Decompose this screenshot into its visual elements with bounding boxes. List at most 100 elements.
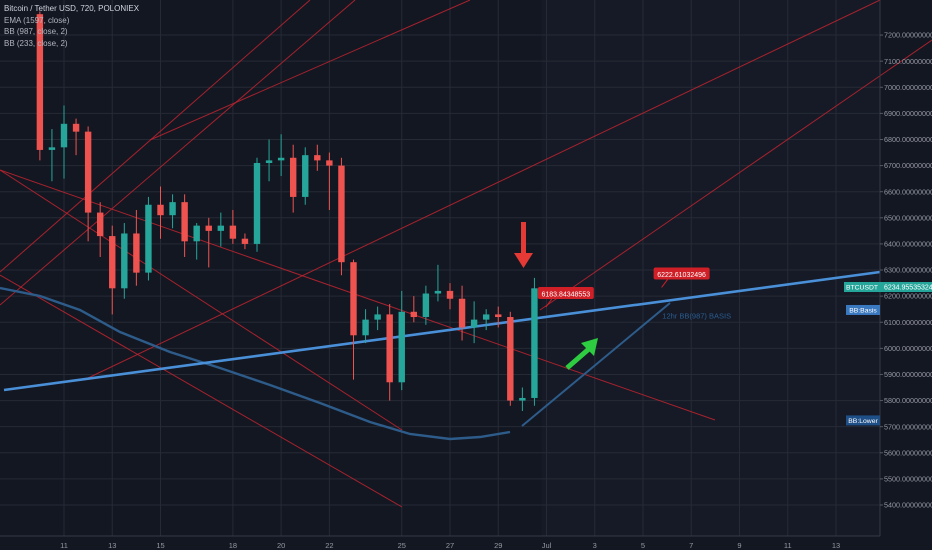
candle-body bbox=[72, 123, 80, 132]
candle-body bbox=[145, 204, 152, 273]
candle bbox=[133, 209, 140, 286]
candle-body bbox=[265, 160, 273, 163]
candle-body bbox=[434, 290, 442, 294]
symbol-title: Bitcoin / Tether USD, 720, POLONIEX bbox=[4, 4, 140, 13]
future-region bbox=[541, 0, 880, 536]
candle bbox=[241, 233, 249, 250]
price-tick-label: 7100.00000000 bbox=[884, 57, 932, 66]
candle-body bbox=[314, 155, 321, 161]
candle-body bbox=[507, 317, 514, 401]
candle bbox=[217, 212, 225, 247]
time-tick-label: 25 bbox=[398, 541, 406, 550]
green-up-arrow bbox=[565, 338, 598, 370]
price-callout-pointer bbox=[661, 279, 668, 288]
price-callout-text: 6183.84348553 bbox=[541, 291, 590, 298]
trend-channel-line bbox=[149, 0, 471, 141]
price-tick-label: 5600.00000000 bbox=[884, 448, 932, 457]
candle-body bbox=[60, 123, 68, 148]
candle bbox=[458, 285, 466, 341]
candle-body bbox=[374, 314, 381, 320]
candle bbox=[277, 134, 285, 177]
candle bbox=[519, 387, 526, 412]
price-tick-label: 6500.00000000 bbox=[884, 213, 932, 222]
red-arrow-shaft bbox=[521, 222, 526, 254]
candle bbox=[84, 126, 92, 242]
trend-channel-line bbox=[539, 39, 932, 311]
time-axis: 11 13 15 18 20 22 25 27 29 Jul 3 5 7 9 11 13 bbox=[0, 535, 880, 550]
candle bbox=[302, 147, 309, 205]
channel-lines bbox=[0, 0, 932, 508]
candle bbox=[72, 118, 80, 156]
price-tick-label: 6600.00000000 bbox=[884, 187, 932, 196]
candle bbox=[434, 264, 442, 302]
bb-lower-curve bbox=[0, 286, 511, 441]
candle bbox=[446, 283, 454, 310]
trend-channel-line bbox=[0, 0, 356, 306]
candle bbox=[253, 157, 261, 252]
candle-body bbox=[181, 202, 188, 242]
axis-tag-value-box bbox=[880, 281, 932, 292]
candle-body bbox=[446, 290, 454, 299]
candle bbox=[422, 285, 430, 325]
candle bbox=[169, 194, 176, 229]
price-callout: 6183.84348553 bbox=[537, 287, 594, 308]
green-arrow-shaft bbox=[565, 346, 592, 370]
axis-tag-box bbox=[846, 415, 880, 426]
time-tick-label: 11 bbox=[784, 541, 792, 550]
green-arrow-head bbox=[581, 338, 598, 356]
candle bbox=[181, 194, 188, 257]
price-tick-label: 7200.00000000 bbox=[884, 31, 932, 40]
candle-body bbox=[253, 162, 261, 244]
price-tick-label: 6300.00000000 bbox=[884, 266, 932, 275]
candle-body bbox=[495, 314, 502, 318]
indicator-ema-label[interactable]: EMA (1597, close) bbox=[4, 15, 70, 25]
candle bbox=[350, 259, 357, 380]
price-tick-label: 6800.00000000 bbox=[884, 135, 932, 144]
price-tick-label: 5500.00000000 bbox=[884, 474, 932, 483]
indicator-bb-987-label[interactable]: BB (987, close, 2) bbox=[4, 27, 68, 36]
candle-body bbox=[531, 288, 538, 398]
candle bbox=[289, 144, 297, 213]
time-tick-label: 29 bbox=[494, 541, 502, 550]
axis-price-tag: BB:Basis bbox=[846, 304, 880, 315]
candle-body bbox=[36, 14, 44, 150]
axis-tag-name: BB:Basis bbox=[849, 307, 877, 314]
candle bbox=[109, 225, 116, 315]
candle bbox=[470, 301, 478, 344]
candle-body bbox=[386, 314, 393, 383]
red-arrow-head bbox=[514, 253, 533, 268]
price-callout-box bbox=[653, 267, 710, 280]
candle-body bbox=[410, 311, 418, 318]
candle-body bbox=[362, 319, 369, 336]
chart-legend: Bitcoin / Tether USD, 720, POLONIEX EMA … bbox=[4, 3, 139, 49]
bb-lower-projection bbox=[521, 302, 671, 427]
bb-basis-line bbox=[3, 270, 881, 392]
candle-body bbox=[470, 319, 478, 328]
candle-body bbox=[217, 225, 225, 231]
time-tick-label: 13 bbox=[832, 541, 840, 550]
candle-body bbox=[482, 314, 490, 320]
candle bbox=[48, 129, 56, 182]
time-tick-label: 11 bbox=[60, 541, 68, 550]
candle-body bbox=[169, 202, 176, 216]
candle bbox=[96, 202, 104, 257]
candle-body bbox=[121, 233, 128, 289]
price-callout: 6222.61032496 bbox=[653, 267, 710, 288]
indicator-bb-233-label[interactable]: BB (233, close, 2) bbox=[4, 38, 68, 48]
price-tick-label: 6200.00000000 bbox=[884, 292, 932, 301]
candle bbox=[157, 186, 164, 239]
price-axis: 7200.00000000 7100.00000000 7000.00000000 6… bbox=[844, 0, 932, 536]
trend-channel-line bbox=[0, 0, 311, 273]
candle-body bbox=[241, 238, 249, 244]
price-tick-label: 6100.00000000 bbox=[884, 318, 932, 327]
axis-tag-name: BB:Lower bbox=[848, 418, 878, 425]
candle bbox=[386, 303, 393, 401]
bb-basis-annotation: 12hr BB(987) BASIS bbox=[662, 311, 731, 320]
time-tick-label: Jul bbox=[542, 541, 552, 550]
price-tick-label: 6900.00000000 bbox=[884, 109, 932, 118]
candle-body bbox=[109, 236, 116, 289]
candle bbox=[314, 144, 321, 171]
axis-tag-box bbox=[846, 304, 880, 315]
